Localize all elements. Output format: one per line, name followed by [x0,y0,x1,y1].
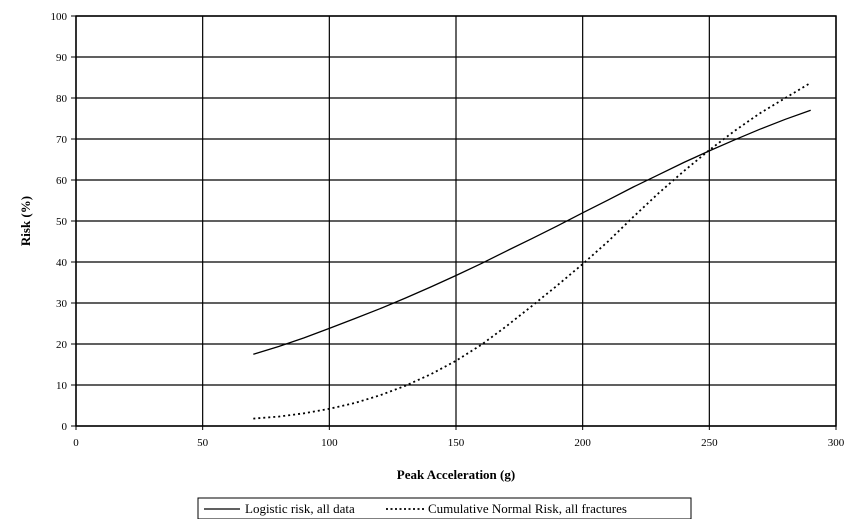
x-tick-label: 0 [73,437,79,449]
y-tick-label: 50 [56,216,68,228]
series-line-cumulative-normal [253,82,812,420]
y-tick-label: 90 [56,52,68,64]
legend-box [197,497,692,519]
y-axis-title: Risk (%) [18,196,33,246]
y-tick-label: 60 [56,175,68,187]
x-tick-label: 100 [321,437,338,449]
x-tick-label: 50 [197,437,209,449]
legend: Logistic risk, all data Cumulative Norma… [197,497,692,519]
y-tick-label: 40 [56,257,68,269]
y-tick-label: 100 [51,11,68,23]
legend-label-cumulative-normal: Cumulative Normal Risk, all fractures [428,501,627,516]
y-tick-label: 20 [56,339,68,351]
x-axis-title: Peak Acceleration (g) [397,467,515,482]
x-tick-label: 300 [828,437,845,449]
series-line-logistic [253,109,811,355]
y-tick-label: 80 [56,93,68,105]
legend-label-logistic: Logistic risk, all data [245,501,355,516]
y-axis-ticks: 0 10 20 30 40 50 60 70 80 90 100 [51,11,76,433]
y-tick-label: 10 [56,380,68,392]
x-tick-label: 250 [701,437,718,449]
y-tick-label: 70 [56,134,68,146]
y-tick-label: 0 [62,421,68,433]
x-tick-label: 200 [574,437,591,449]
series-lines [253,82,812,420]
y-tick-label: 30 [56,298,68,310]
x-tick-label: 150 [448,437,465,449]
grid [75,15,837,427]
x-axis-ticks: 0 50 100 150 200 250 300 [73,426,845,449]
